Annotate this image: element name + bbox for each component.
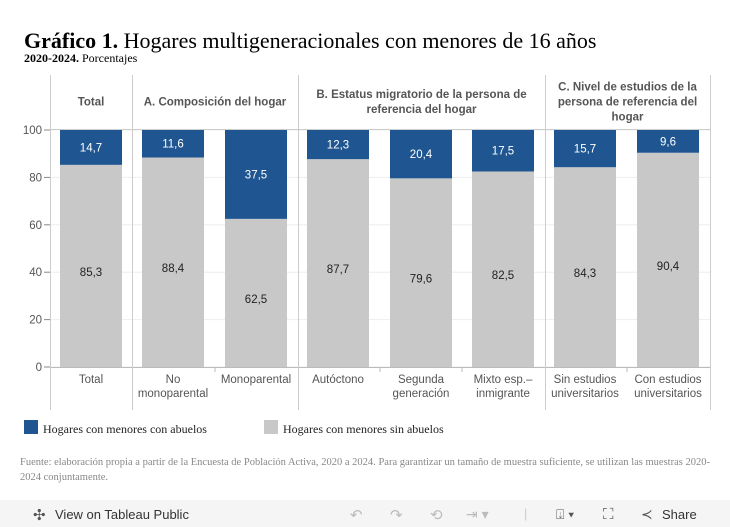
toolbar-divider: | [524,506,528,521]
legend-swatch [264,420,278,434]
refresh-icon[interactable]: ⇥ ▾ [466,506,489,522]
data-label: 90,4 [657,261,680,273]
download-icon[interactable]: ⍗ ▾ [556,506,575,522]
share-button[interactable]: Share [662,507,697,522]
x-tick-label: No monoparental [138,374,208,400]
data-label: 79,6 [410,274,432,286]
bar-segment [554,130,616,168]
x-tick-label: Sin estudios universitarios [551,374,619,400]
legend-label: Hogares con menores con abuelos [43,422,207,436]
data-label: 88,4 [162,263,185,275]
legend-swatch [24,420,38,434]
legend-item-con-abuelos[interactable]: Hogares con menores con abuelos [24,420,207,437]
undo-icon[interactable]: ↶ [350,507,363,524]
data-label: 15,7 [574,144,596,156]
bar-segment [390,178,452,367]
bar-segment [142,157,204,367]
pane-header: Total [78,97,105,109]
y-tick-label: 80 [29,172,42,184]
bar-segment [225,130,287,219]
pane-header: A. Composición del hogar [144,97,287,109]
chart-subtitle: 2020-2024. Porcentajes [24,51,137,66]
stacked-bar-chart: 0 20 40 60 80 100 Total A. Composición del hoga… [23,75,711,410]
fullscreen-icon[interactable]: ⛶ [603,506,614,523]
data-label: 62,5 [245,294,267,306]
legend-item-sin-abuelos[interactable]: Hogares con menores sin abuelos [264,420,444,437]
title-bold: Gráfico 1. [24,28,119,53]
data-label: 12,3 [327,140,349,152]
bar-segment [307,159,369,367]
pane-header: C. Nivel de estudios de la persona de ref… [558,82,698,124]
bar-segment [637,152,699,367]
data-label: 85,3 [80,267,102,279]
data-label: 9,6 [660,136,676,148]
data-label: 82,5 [492,270,514,282]
bar-segment [390,130,452,179]
data-label: 84,3 [574,268,596,280]
data-label: 20,4 [410,149,433,161]
tableau-logo-icon: ✣ [33,507,46,524]
data-label: 11,6 [162,139,184,151]
bar-segment [307,130,369,160]
pane-header: B. Estatus migratorio de la persona de re… [316,89,526,116]
bar-segment [637,130,699,153]
bar-segment [225,218,287,367]
view-on-tableau-link[interactable]: View on Tableau Public [55,507,189,522]
redo-icon[interactable]: ↷ [390,507,403,524]
data-label: 87,7 [327,264,349,276]
y-tick-label: 40 [29,267,42,279]
x-tick-label: Monoparental [221,374,291,386]
x-tick-label: Mixto esp.– inmigrante [474,374,533,400]
x-tick-label: Segunda generación [393,374,450,400]
subtitle-bold: 2020-2024. [24,51,79,65]
x-tick-label: Autóctono [312,374,364,386]
share-icon[interactable]: ≺ [641,506,653,522]
y-tick-label: 100 [23,125,42,137]
bar-segment [60,164,122,367]
y-tick-label: 20 [29,315,42,327]
bar-segment [472,171,534,367]
tableau-toolbar: ✣ View on Tableau Public ↶ ↷ ⟲ ⇥ ▾ | ⍗ ▾… [0,500,730,527]
data-label: 17,5 [492,146,514,158]
bar-segment [60,130,122,165]
title-text: Hogares multigeneracionales con menores … [123,28,597,53]
data-label: 37,5 [245,169,267,181]
subtitle-text: Porcentajes [82,51,138,65]
bar-segment [472,130,534,172]
data-label: 14,7 [80,142,102,154]
bar-segment [142,130,204,158]
source-note: Fuente: elaboración propia a partir de l… [20,457,710,483]
bar-segment [554,167,616,367]
legend-label: Hogares con menores sin abuelos [283,422,444,436]
revert-icon[interactable]: ⟲ [430,507,443,524]
chart-title: Gráfico 1. Hogares multigeneracionales c… [24,28,596,54]
x-tick-label: Total [79,374,103,386]
x-tick-label: Con estudios universitarios [634,374,702,400]
y-tick-label: 0 [36,362,42,374]
y-tick-label: 60 [29,220,42,232]
